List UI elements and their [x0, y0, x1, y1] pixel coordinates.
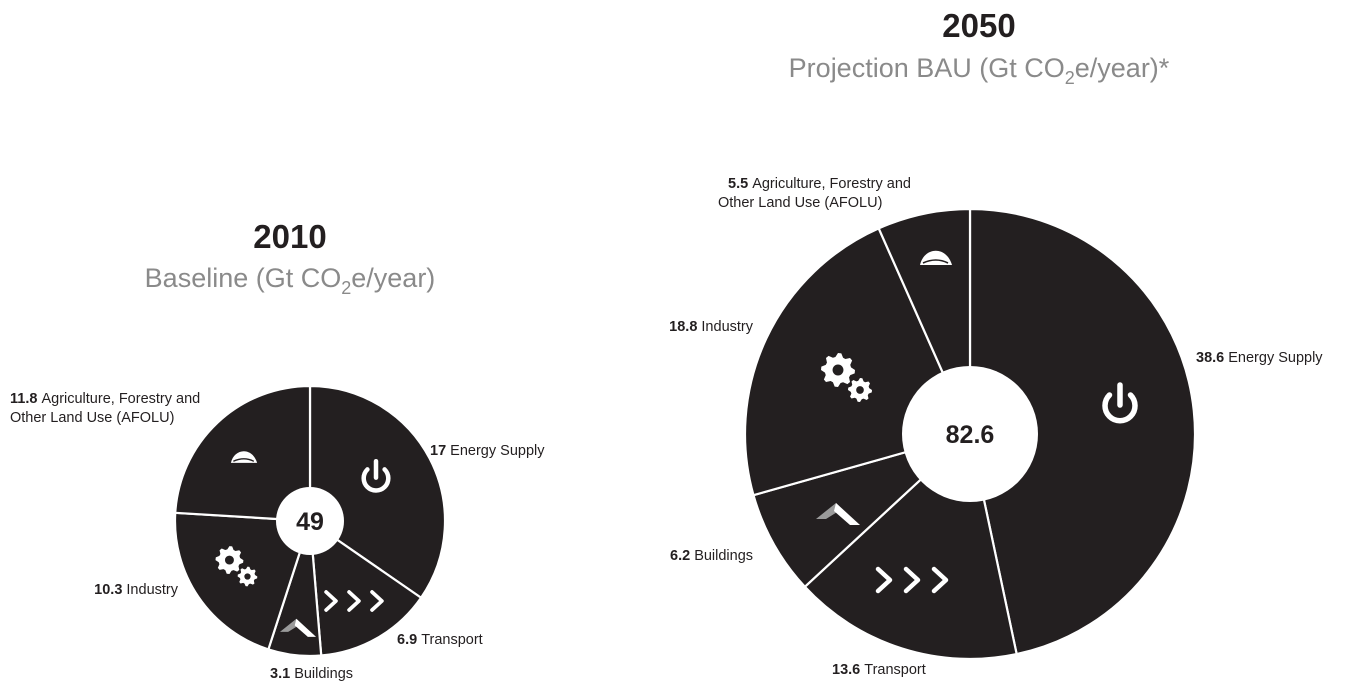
slice-label: 11.8 Agriculture, Forestry and	[10, 391, 200, 407]
slice-label: 6.2 Buildings	[670, 548, 753, 564]
slice-label-cont: Other Land Use (AFOLU)	[10, 410, 174, 426]
leaf-icon	[230, 451, 258, 463]
chart-subtitle: Projection BAU (Gt CO2e/year)*	[789, 53, 1170, 88]
chevrons-icon	[324, 590, 384, 612]
center-hole	[902, 366, 1038, 502]
slice-label: 18.8 Industry	[669, 319, 754, 335]
slice-label: 3.1 Buildings	[270, 666, 353, 682]
chevrons-icon	[875, 566, 949, 594]
pie-chart-2010: 2010 Baseline (Gt CO2e/year) 49 17 Energy S…	[10, 218, 545, 682]
slice-label: 13.6 Transport	[832, 662, 926, 678]
slice-label: 6.9 Transport	[397, 632, 483, 648]
slice-label: 5.5 Agriculture, Forestry and	[728, 176, 911, 192]
chart-year: 2050	[942, 7, 1015, 44]
slice-label-cont: Other Land Use (AFOLU)	[718, 195, 882, 211]
pie-slice-energy-supply	[968, 207, 1197, 656]
total-value: 82.6	[946, 421, 995, 449]
chart-year: 2010	[253, 218, 326, 255]
gears-icon	[821, 353, 872, 402]
gears-icon	[215, 546, 258, 587]
total-value: 49	[296, 508, 324, 536]
power-icon	[361, 458, 391, 493]
slice-label: 38.6 Energy Supply	[1196, 350, 1323, 366]
slice-label: 10.3 Industry	[94, 582, 179, 598]
center-hole	[276, 487, 344, 555]
chart-subtitle: Baseline (Gt CO2e/year)	[145, 263, 436, 298]
power-icon	[1102, 382, 1138, 424]
pie-slice-transport	[308, 518, 423, 657]
pie-chart-2050: 2050 Projection BAU (Gt CO2e/year)* 82.6 38…	[669, 7, 1323, 678]
slice-label: 17 Energy Supply	[430, 443, 545, 459]
leaf-icon	[920, 250, 952, 265]
roof-icon	[816, 503, 860, 525]
roof-icon	[279, 618, 317, 637]
